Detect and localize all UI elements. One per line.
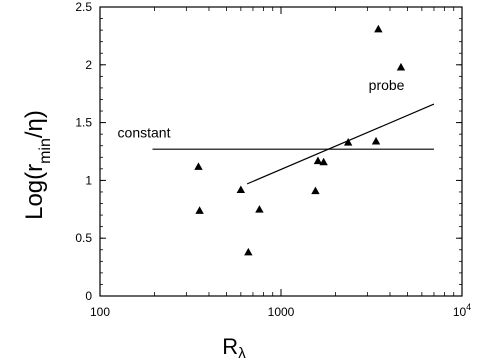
data-point	[195, 206, 204, 214]
data-point	[236, 185, 246, 194]
annotation-probe: probe	[369, 77, 405, 93]
data-point	[255, 205, 264, 213]
y-tick-label: 0.5	[75, 231, 92, 245]
y-tick-label: 0	[85, 289, 92, 303]
x-tick-label: 100	[90, 305, 110, 319]
y-tick-label: 2.5	[75, 0, 92, 14]
y-tick-label: 1	[85, 173, 92, 187]
annotations: constant probe	[118, 77, 405, 140]
data-point	[396, 62, 406, 71]
x-axis-title: Rλ	[222, 334, 246, 360]
data-point	[311, 186, 320, 195]
data-point	[244, 247, 253, 256]
axis-ticks	[99, 6, 463, 297]
data-point	[343, 138, 353, 146]
data-point	[313, 156, 323, 165]
data-point	[194, 162, 203, 170]
plot-frame	[99, 6, 463, 297]
data-points	[194, 24, 406, 256]
y-tick-label: 1.5	[75, 116, 92, 130]
x-tick-label: 104	[453, 302, 471, 319]
annotation-constant: constant	[118, 125, 171, 141]
data-point	[371, 136, 381, 145]
y-axis-title: Log(rmin/η)	[21, 110, 54, 220]
data-point	[319, 157, 328, 166]
y-tick-label: 2	[85, 58, 92, 72]
tick-labels: 0 0.5 1 1.5 2 2.5 100 1000 104	[75, 0, 471, 319]
data-point	[374, 24, 383, 33]
fit-lines	[152, 103, 435, 185]
x-tick-label: 1000	[268, 305, 295, 319]
fit-line-probe	[246, 103, 435, 185]
